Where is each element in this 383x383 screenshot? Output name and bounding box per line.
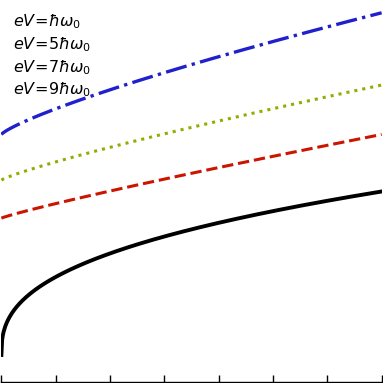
Legend: $eV\!=\!\hbar\omega_0$, $eV\!=\!5\hbar\omega_0$, $eV\!=\!7\hbar\omega_0$, $eV\!=: $eV\!=\!\hbar\omega_0$, $eV\!=\!5\hbar\o…	[6, 6, 97, 106]
